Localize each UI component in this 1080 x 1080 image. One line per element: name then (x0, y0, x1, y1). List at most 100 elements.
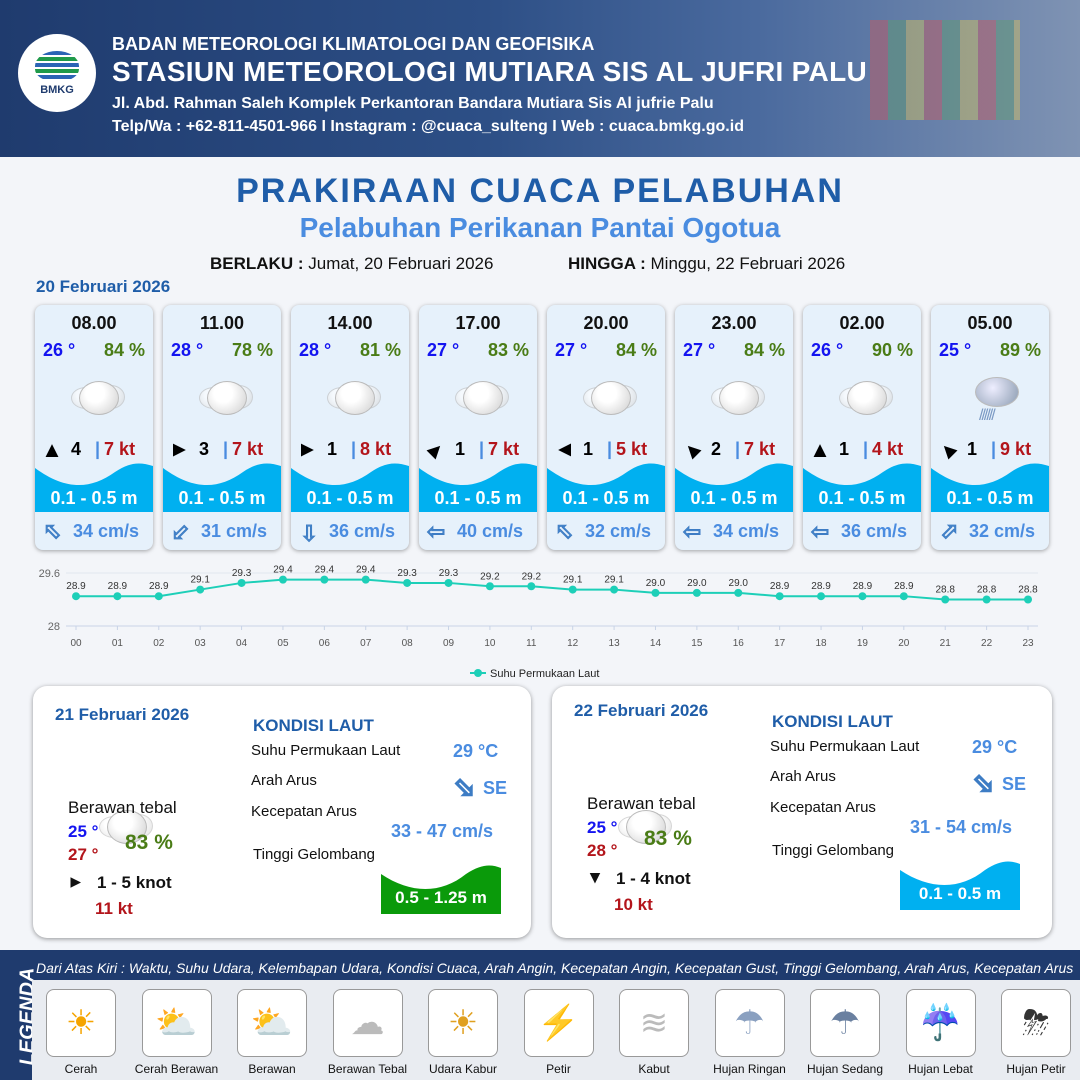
agency-name: BADAN METEOROLOGI KLIMATOLOGI DAN GEOFIS… (112, 34, 595, 54)
air-temperature: 27 ° (427, 340, 460, 360)
wave-height-label: Tinggi Gelombang (772, 842, 895, 859)
cloudy-icon: ⛅ (237, 989, 307, 1057)
port-name: Pelabuhan Perikanan Pantai Ogotua (299, 212, 781, 243)
cloud-icon (327, 377, 381, 417)
gust-speed: | 5 kt (607, 439, 648, 459)
page-title: PRAKIRAAN CUACA PELABUHAN (236, 172, 844, 210)
cloud-icon (711, 377, 765, 417)
gust-speed: | 7 kt (735, 439, 776, 459)
wave-height: 0.1 - 0.5 m (690, 488, 778, 508)
valid-to-value: Minggu, 22 Februari 2026 (650, 254, 846, 273)
current-direction-value: SE (1002, 774, 1027, 794)
forecast-time: 17.00 (455, 313, 501, 333)
x-tick-label: 14 (650, 638, 662, 649)
current-speed: 32 cm/s (585, 521, 652, 541)
data-label: 29.0 (687, 578, 707, 589)
data-label: 28.9 (149, 581, 169, 592)
data-label: 28.9 (853, 581, 873, 592)
sun-icon: ☀ (46, 989, 116, 1057)
current-speed: 32 cm/s (969, 521, 1036, 541)
wave-shape (381, 865, 501, 914)
x-tick-label: 21 (940, 638, 952, 649)
min-temperature: 25 ° (587, 818, 618, 837)
data-label: 28.9 (894, 581, 914, 592)
valid-from-value: Jumat, 20 Februari 2026 (308, 254, 494, 273)
humidity: 84 % (103, 340, 145, 360)
data-point (444, 578, 453, 587)
day1-date: 20 Februari 2026 (36, 277, 171, 296)
data-point (154, 592, 163, 601)
day-summary-card: 22 Februari 2026 Berawan tebal 25 ° 28 °… (552, 686, 1052, 938)
data-label: 28.8 (935, 585, 955, 596)
x-tick-label: 20 (898, 638, 910, 649)
wave-shape (291, 463, 409, 512)
legend-section: LEGENDA Dari Atas Kiri : Waktu, Suhu Uda… (0, 950, 1080, 1080)
sst-value: 29 °C (453, 741, 499, 761)
air-temperature: 28 ° (171, 340, 204, 360)
wind-speed: 1 - 5 knot (97, 873, 172, 892)
x-tick-label: 11 (526, 638, 537, 649)
gust-value: 4 kt (872, 439, 904, 459)
data-point (941, 595, 950, 604)
wind-speed: 3 (199, 439, 210, 459)
data-point (113, 592, 122, 601)
legend-item-label: Cerah (64, 1062, 98, 1076)
data-point (775, 592, 784, 601)
data-label: 28.9 (770, 581, 790, 592)
x-tick-label: 04 (236, 638, 248, 649)
wave-shape (803, 463, 921, 512)
day-date: 21 Februari 2026 (55, 705, 190, 724)
header-banner: BMKG BADAN METEOROLOGI KLIMATOLOGI DAN G… (0, 0, 1080, 157)
sun-cloud-icon: ⛅ (141, 989, 212, 1057)
x-tick-label: 06 (319, 638, 331, 649)
data-label: 29.4 (356, 565, 376, 576)
wave-shape (163, 463, 281, 512)
moderate-rain-icon: ☂ (810, 989, 880, 1057)
station-address: Jl. Abd. Rahman Saleh Komplek Perkantora… (112, 95, 714, 112)
light-rain-icon: ☂ (714, 989, 785, 1057)
current-direction-arrow-icon: ⇧ (808, 522, 834, 542)
gust-speed: 11 kt (95, 899, 133, 918)
current-speed-value: 31 - 54 cm/s (910, 817, 1013, 837)
gust-value: 5 kt (616, 439, 648, 459)
cloud-icon (99, 806, 153, 846)
wave-shape (35, 463, 153, 512)
gust-speed: 10 kt (614, 895, 653, 914)
valid-from: BERLAKU : Jumat, 20 Februari 2026 (210, 254, 493, 274)
forecast-card: 14.00 28 ° 81 % ▲ 1 | 8 kt 0.1 - 0.5 m ⇧ … (291, 305, 409, 550)
data-label: 29.3 (397, 568, 417, 579)
gust-speed: | 8 kt (351, 439, 392, 459)
data-point (485, 582, 494, 591)
x-tick-label: 07 (360, 638, 372, 649)
x-tick-label: 18 (815, 638, 827, 649)
wave-height: 0.1 - 0.5 m (946, 488, 1034, 508)
legend-item-label: Hujan Petir (1006, 1062, 1066, 1076)
data-label: 28.8 (1018, 585, 1038, 596)
gust-value: 9 kt (1000, 439, 1032, 459)
cloud-icon (199, 377, 253, 417)
wave-height: 0.1 - 0.5 m (306, 488, 394, 508)
data-point (527, 582, 536, 591)
data-point (278, 575, 287, 584)
legend-item-label: Hujan Ringan (713, 1062, 786, 1076)
current-direction-arrow-icon: ⇧ (37, 516, 69, 548)
legend-label: Suhu Permukaan Laut (490, 668, 599, 680)
wind-direction-arrow-icon: ▲ (551, 439, 576, 461)
current-direction-arrow-icon: ⇧ (549, 516, 581, 548)
wind-direction-arrow-icon: ▲ (809, 437, 831, 462)
wind-speed: 1 (455, 439, 466, 459)
current-speed: 36 cm/s (329, 521, 396, 541)
forecast-time: 08.00 (71, 313, 117, 333)
wind-direction-arrow-icon: ▲ (296, 439, 321, 461)
wave-height-label: Tinggi Gelombang (253, 846, 376, 863)
gust-value: 7 kt (104, 439, 136, 459)
humidity: 89 % (999, 340, 1041, 360)
forecast-time: 05.00 (967, 313, 1013, 333)
wind-speed: 4 (71, 439, 82, 459)
fog-icon: ≋ (619, 989, 689, 1057)
humidity: 83 % (644, 827, 692, 850)
current-speed: 34 cm/s (713, 521, 780, 541)
wind-direction-arrow-icon: ▲ (168, 439, 193, 461)
humidity: 84 % (615, 340, 657, 360)
x-tick-label: 17 (774, 638, 786, 649)
